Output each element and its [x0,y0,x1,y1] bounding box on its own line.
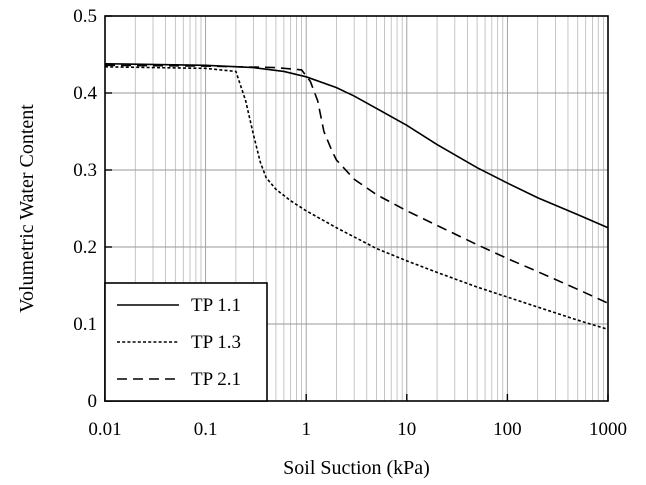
legend-label: TP 1.1 [191,295,241,316]
series-line-tp-1-3 [104,66,609,331]
x-tick-label: 0.1 [194,419,218,440]
legend-label: TP 1.3 [191,332,241,353]
ticks: 0.01 0.1 1 10 100 1000 0 0.1 0.2 0.3 0.4 0.5 [73,6,627,440]
x-axis-label: Soil Suction (kPa) [283,457,430,479]
x-tick-label: 0.01 [88,419,121,440]
series-layer [104,62,609,331]
y-tick-label: 0.1 [73,314,97,335]
y-tick-label: 0 [88,391,98,412]
legend-box [104,282,268,402]
y-tick-label: 0.3 [73,160,97,181]
y-tick-label: 0.4 [73,83,97,104]
x-tick-label: 100 [493,419,522,440]
series-line-tp-1-1 [104,62,609,229]
y-axis-label: Volumetric Water Content [16,104,38,313]
legend: TP 1.1 TP 1.3 TP 2.1 [104,282,268,402]
y-tick-label: 0.5 [73,6,97,27]
x-tick-label: 1 [301,419,311,440]
labels: Soil Suction (kPa) Volumetric Water Conte… [16,104,430,479]
y-tick-label: 0.2 [73,237,97,258]
series-line-tp-2-1 [104,64,609,304]
plot-frame [104,15,609,402]
x-tick-label: 10 [397,419,416,440]
grid [104,16,608,401]
x-tick-label: 1000 [589,419,627,440]
legend-label: TP 2.1 [191,369,241,390]
